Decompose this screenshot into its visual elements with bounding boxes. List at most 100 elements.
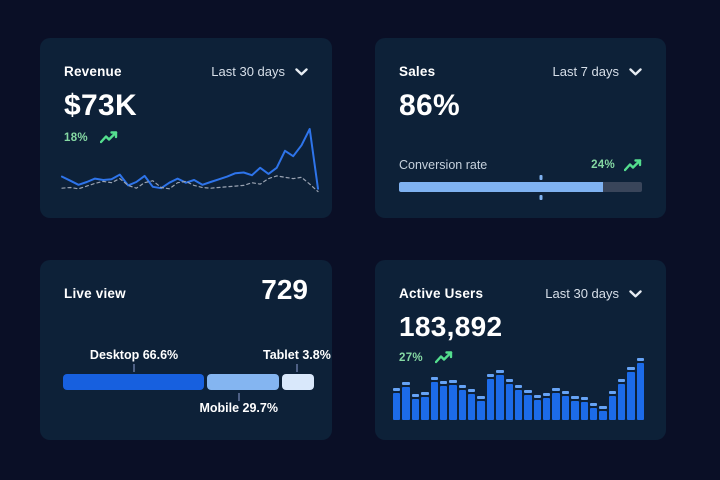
active-users-bar-cap [486,374,495,377]
device-labels-bottom: Mobile 29.7% [63,401,314,416]
active-users-bar [496,370,504,420]
active-users-bar-body [618,384,626,420]
active-users-bar [636,358,645,420]
active-users-bar-body [439,386,448,420]
active-users-bar-cap [543,393,551,396]
conversion-rate-row: Conversion rate 24% [399,158,642,172]
sales-range-label: Last 7 days [552,64,620,79]
revenue-card-header: Revenue Last 30 days [40,38,332,79]
active-users-bar-cap [421,392,429,395]
device-segment-mobile [207,374,279,390]
revenue-line-previous [61,175,319,193]
active-users-bar [589,403,598,420]
active-users-range-dropdown[interactable]: Last 30 days [545,286,642,301]
revenue-line-current [61,128,319,190]
active-users-bar-body [421,397,429,420]
active-users-bar [524,390,532,420]
active-users-bar-cap [524,390,532,393]
sales-range-dropdown[interactable]: Last 7 days [553,64,643,79]
live-view-card-header: Live view [40,260,332,301]
device-label-mobile: Mobile 29.7% [199,401,278,415]
device-stacked-bar [63,374,314,390]
device-label-desktop: Desktop 66.6% [89,348,179,362]
revenue-line-chart [61,128,319,193]
active-users-bar [561,391,570,420]
active-users-bar [543,393,551,420]
device-label-tick [295,364,298,372]
active-users-bar-cap [393,388,401,391]
active-users-bar-cap [571,396,579,399]
active-users-bar [571,396,579,420]
active-users-bar-body [430,382,438,420]
active-users-bar [393,388,401,420]
active-users-bar-body [561,396,570,420]
active-users-bar [402,382,410,420]
active-users-bar-body [496,375,504,420]
active-users-delta-row: 27% [375,341,666,364]
active-users-bar [505,379,513,420]
active-users-bar-body [524,395,532,420]
sales-card: Sales Last 7 days 86% Conversion rate 24… [375,38,666,218]
revenue-range-dropdown[interactable]: Last 30 days [211,64,308,79]
active-users-bar-body [449,385,457,420]
device-label-tick [133,364,136,372]
active-users-bar-body [580,402,588,420]
active-users-bar-body [571,401,579,420]
device-ticks-top [63,363,314,372]
active-users-bar-cap [439,381,448,384]
active-users-bar [477,396,485,420]
live-view-title: Live view [64,286,126,301]
active-users-bar [580,397,588,420]
active-users-bar-body [468,394,476,420]
active-users-bar-body [543,398,551,420]
active-users-bar-cap [618,379,626,382]
conversion-progress [399,175,642,200]
progress-fill [399,182,604,192]
chevron-down-icon [295,67,308,76]
active-users-bar-body [505,384,513,420]
chevron-down-icon [629,67,642,76]
active-users-bar-chart [393,357,645,420]
revenue-title: Revenue [64,64,122,79]
active-users-bar-cap [599,406,607,409]
active-users-bar [430,377,438,420]
active-users-bar [439,381,448,420]
active-users-bar-cap [580,397,588,400]
active-users-bar-body [411,399,420,420]
trending-up-icon [434,351,453,364]
active-users-bar-body [627,372,635,420]
progress-target-marker [539,195,543,200]
device-segment-desktop [63,374,205,390]
active-users-bar [411,394,420,420]
active-users-card: Active Users Last 30 days 183,892 27% [375,260,666,440]
sales-delta-group: 24% [591,158,642,172]
sales-value: 86% [399,89,460,122]
active-users-bar-cap [589,403,598,406]
revenue-range-label: Last 30 days [211,64,285,79]
active-users-bar [486,374,495,420]
active-users-bar [552,388,560,420]
active-users-bar-cap [430,377,438,380]
active-users-bar [458,385,466,420]
active-users-bar-body [552,393,560,420]
active-users-bar-body [514,390,523,420]
active-users-card-header: Active Users Last 30 days [375,260,666,301]
active-users-bar-cap [449,380,457,383]
active-users-bar-body [393,393,401,420]
device-label-tablet: Tablet 3.8% [262,348,331,362]
progress-target-marker [539,175,543,180]
active-users-bar [421,392,429,420]
active-users-bar-body [486,379,495,420]
trending-up-icon [624,158,642,171]
active-users-bar [514,385,523,420]
active-users-bar-body [599,411,607,420]
trending-up-icon [99,131,118,144]
active-users-value: 183,892 [399,311,503,342]
active-users-bar [449,380,457,420]
active-users-bar-cap [402,382,410,385]
active-users-bar-cap [533,395,541,398]
active-users-bar-cap [411,394,420,397]
active-users-bar [618,379,626,420]
active-users-bar-body [636,363,645,420]
